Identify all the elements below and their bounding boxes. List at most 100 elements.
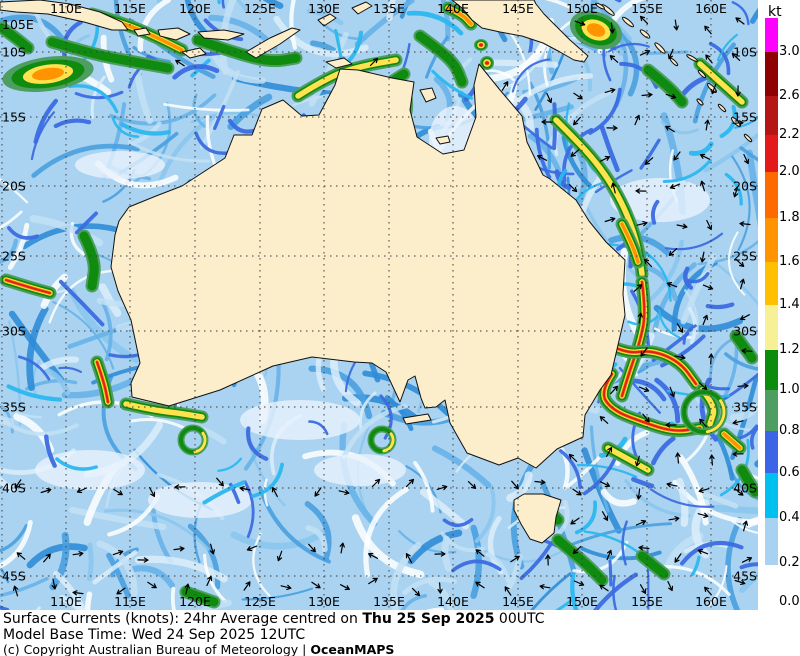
current-arrow (568, 453, 578, 463)
land-island (317, 13, 337, 27)
ocean-texture-wisp (363, 486, 409, 578)
current-arrow (610, 385, 618, 395)
ocean-texture-wisp (106, 552, 131, 599)
current-arrow (702, 314, 709, 326)
current-arrow (184, 583, 190, 595)
current-arrow (311, 581, 321, 589)
colorbar-tick-label: 1.6 (779, 254, 800, 269)
lon-label-top: 150E (566, 1, 598, 16)
ocean-texture-wisp (543, 20, 573, 87)
current-arrow (137, 557, 149, 563)
current-arrow (16, 552, 26, 560)
feature-layer (193, 35, 301, 66)
current-arrow (742, 520, 748, 532)
ocean-texture-wisp (727, 231, 746, 296)
colorbar-segment (765, 172, 778, 218)
current-feature-qld-orange-core (615, 217, 645, 269)
current-arrow (599, 416, 609, 424)
feature-layer (705, 399, 726, 434)
ocean-texture-wisp (686, 272, 710, 284)
ocean-texture-wisp (599, 125, 620, 173)
ocean-texture-wisp (31, 143, 140, 178)
current-feature-tas-green-1 (551, 533, 609, 587)
current-arrow (741, 556, 753, 563)
colorbar-tick-label: 0.6 (779, 465, 800, 480)
current-arrow (112, 550, 124, 556)
current-arrow (737, 383, 749, 389)
ocean-texture-wisp (476, 545, 571, 563)
ocean-texture-wisp (690, 555, 701, 576)
ocean-texture-wisp (425, 35, 449, 79)
current-arrow (699, 153, 711, 160)
current-arrow (674, 553, 682, 563)
ocean-texture-wisp (0, 523, 29, 553)
current-feature-solomon-green (641, 63, 689, 109)
current-arrow (573, 580, 585, 587)
pale-zone (610, 178, 710, 222)
current-arrow (604, 88, 616, 94)
ocean-texture-wisp (0, 210, 23, 230)
ocean-texture-wisp (608, 559, 613, 587)
current-arrow (732, 419, 744, 425)
land-island (669, 57, 679, 67)
current-arrow (475, 581, 485, 589)
chart-title: Surface Currents (knots): 24hr Average c… (3, 611, 797, 627)
current-arrow (635, 455, 641, 467)
lon-label-top: 120E (179, 1, 211, 16)
current-arrow (411, 587, 421, 597)
feature-layer (643, 65, 687, 107)
current-arrow (735, 17, 745, 25)
current-arrow (708, 353, 714, 365)
land-island (743, 133, 753, 143)
current-arrow (206, 575, 213, 587)
current-feature-leeuwin-jet (90, 355, 115, 409)
ocean-texture-wisp (341, 403, 408, 460)
ocean-texture-wisp (688, 141, 714, 156)
ocean-texture-wisp (631, 477, 655, 489)
land-island (621, 16, 635, 28)
ocean-texture-wisp (74, 90, 124, 100)
feature-layer (382, 432, 395, 453)
feature-layer (586, 23, 606, 37)
feature-layer (485, 61, 489, 65)
ocean-texture-wisp (38, 356, 79, 372)
ocean-texture-wisp (96, 540, 138, 597)
current-arrow (637, 312, 643, 324)
current-arrow (277, 550, 283, 562)
ocean-texture-wisp (639, 138, 661, 170)
current-arrow (735, 85, 741, 97)
current-arrow (665, 422, 677, 428)
colorbar-tick-label: 0.8 (779, 423, 800, 438)
current-arrow (572, 488, 582, 496)
current-arrow (43, 553, 51, 563)
ocean-texture-wisp (33, 98, 58, 144)
ocean-texture-wisp (451, 559, 502, 573)
lat-label-left: 35S (2, 400, 26, 415)
colorbar-segment (765, 52, 778, 96)
current-feature-coral-sea-eddy (569, 10, 623, 50)
feature-layer (620, 280, 646, 398)
current-arrow (308, 543, 316, 553)
ocean-texture-wisp (506, 553, 523, 590)
current-arrow (640, 347, 648, 357)
ocean-texture-wisp (650, 199, 660, 225)
current-arrow (539, 584, 551, 590)
ocean-texture-wisp (399, 0, 412, 19)
ocean-texture-wisp (0, 605, 10, 612)
current-arrow (706, 219, 713, 231)
current-arrow (40, 488, 52, 494)
feature-layer (123, 401, 205, 420)
ocean-texture-wisp (580, 546, 662, 561)
current-arrow (314, 487, 322, 497)
ocean-texture-wisp (0, 178, 29, 204)
ocean-texture-wisp (236, 0, 250, 14)
colorbar-tick-label: 2.2 (779, 127, 800, 142)
ocean-texture-wisp (127, 140, 211, 163)
current-arrow (732, 120, 744, 126)
ocean-texture-wisp (406, 10, 464, 36)
model-name: OceanMAPS (310, 642, 395, 656)
current-arrow (674, 354, 686, 360)
colorbar-segment (765, 473, 778, 518)
current-arrow (732, 451, 744, 457)
current-arrow (666, 482, 678, 488)
